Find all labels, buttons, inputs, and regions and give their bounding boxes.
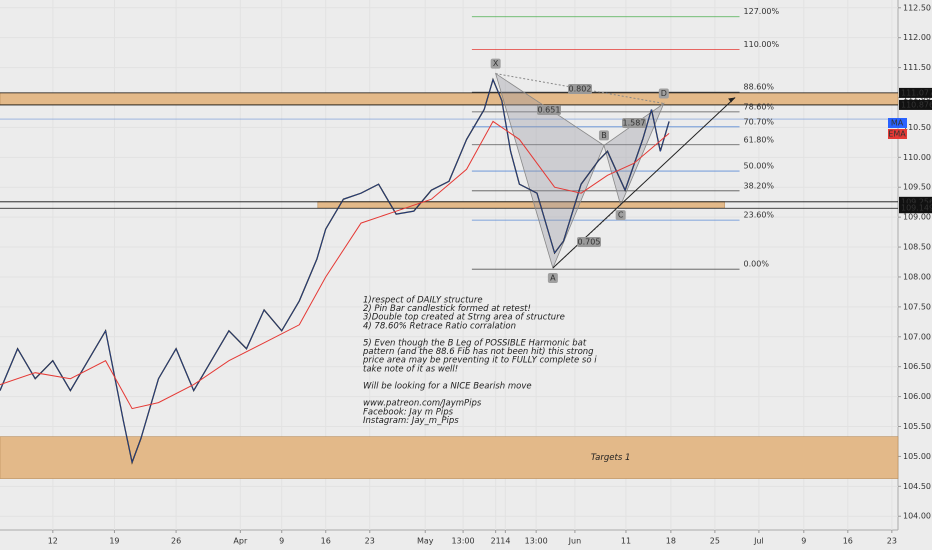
x-tick-label: 25	[710, 537, 720, 546]
x-tick-label: 9	[801, 537, 806, 546]
ratio-badge	[537, 105, 561, 115]
x-tick-label: 21	[491, 537, 501, 546]
y-tick-label: 106.00	[903, 392, 931, 401]
y-tick-label: 110.00	[903, 153, 931, 162]
point-badge	[547, 272, 558, 283]
note-line: Will be looking for a NICE Bearish move	[363, 382, 532, 392]
x-tick-label: Jul	[753, 537, 764, 546]
legend-label: MA	[891, 119, 904, 128]
price-badge-label: 109.256	[901, 197, 932, 206]
ratio-label: 1.587	[623, 119, 646, 128]
fib-label: 50.00%	[744, 162, 775, 171]
x-tick-label: Jun	[568, 537, 582, 546]
x-tick-label: Apr	[233, 537, 248, 546]
x-tick-label: May	[417, 537, 434, 546]
ema-line	[0, 120, 670, 410]
fib-label: 23.60%	[744, 211, 775, 220]
y-tick-label: 111.50	[903, 63, 931, 72]
legend-badge	[888, 129, 907, 139]
price-badge	[899, 196, 932, 207]
fib-label: 38.20%	[744, 181, 775, 190]
note-line: 2) Pin Bar candlestick formed at retest!	[363, 304, 531, 314]
fib-label: 78.60%	[744, 102, 775, 111]
x-tick-label: 16	[321, 537, 331, 546]
price-badge	[899, 99, 932, 110]
note-line: 4) 78.60% Retrace Ratio corralation	[363, 321, 516, 331]
zone	[0, 436, 899, 479]
price-badge	[899, 87, 932, 98]
price-badge-label: 109.149	[901, 204, 932, 213]
ratio-label: 0.802	[569, 85, 592, 94]
zone	[317, 201, 725, 209]
x-tick-label: 11	[621, 537, 631, 546]
y-tick-label: 105.00	[903, 452, 931, 461]
legend-badge	[888, 118, 907, 128]
ratio-badge	[568, 84, 592, 94]
x-tick-label: 26	[171, 537, 181, 546]
x-tick-label: 12	[48, 537, 58, 546]
ratio-label: 0.651	[538, 106, 561, 115]
note-line: www.patreon.com/JaymPips	[363, 399, 482, 409]
y-tick-label: 109.00	[903, 213, 931, 222]
ratio-badge	[577, 237, 601, 247]
price-badge-label: 110.876	[901, 100, 932, 109]
point-label: A	[550, 273, 556, 282]
point-badge	[615, 210, 626, 221]
trend-arrow	[728, 97, 736, 103]
x-tick-label: 16	[843, 537, 853, 546]
note-line: 1)respect of DAILY structure	[363, 296, 483, 306]
y-tick-label: 104.00	[903, 512, 931, 521]
x-tick-label: 13:00	[452, 537, 475, 546]
price-badge	[899, 203, 932, 214]
fib-label: 127.00%	[744, 7, 780, 16]
y-tick-label: 105.50	[903, 422, 931, 431]
y-tick-label: 109.50	[903, 183, 931, 192]
note-line: 3)Double top created at Strng area of st…	[363, 313, 565, 323]
x-tick-label: 14	[500, 537, 510, 546]
note-line: 5) Even though the B Leg of POSSIBLE Har…	[363, 339, 587, 349]
point-badge	[598, 130, 609, 141]
fib-label: 70.70%	[744, 117, 775, 126]
x-tick-label: 18	[666, 537, 676, 546]
point-label: B	[601, 131, 607, 140]
x-tick-label: 13:00	[525, 537, 548, 546]
point-label: C	[618, 211, 624, 220]
y-tick-label: 107.50	[903, 302, 931, 311]
y-tick-label: 107.00	[903, 332, 931, 341]
y-tick-label: 106.50	[903, 362, 931, 371]
fib-label: 61.80%	[744, 135, 775, 144]
point-label: D	[661, 89, 667, 98]
zone-label: Targets 1	[591, 453, 631, 463]
note-line: price area may be preventing it to FULLY…	[362, 356, 597, 366]
y-tick-label: 108.00	[903, 272, 931, 281]
legend-label: EMA	[888, 130, 906, 139]
x-tick-label: 23	[887, 537, 897, 546]
y-tick-label: 112.50	[903, 3, 931, 12]
ratio-label: 0.705	[578, 238, 601, 247]
note-line: pattern (and the 88.6 Fib has not been h…	[362, 347, 594, 357]
note-line: Facebook: Jay m Pips	[363, 407, 454, 417]
note-line: take note of it as well!	[363, 364, 458, 374]
x-tick-label: 9	[279, 537, 284, 546]
fib-label: 0.00%	[744, 260, 770, 269]
y-tick-label: 110.50	[903, 123, 931, 132]
point-label: X	[493, 59, 499, 68]
fib-label: 88.60%	[744, 83, 775, 92]
price-overlay	[0, 78, 670, 464]
fib-label: 110.00%	[744, 40, 780, 49]
point-badge	[490, 58, 501, 69]
ratio-badge	[622, 118, 646, 128]
y-tick-label: 112.00	[903, 33, 931, 42]
y-tick-label: 104.50	[903, 482, 931, 491]
x-tick-label: 23	[365, 537, 375, 546]
price-badge-label: 111.077	[901, 88, 932, 97]
y-tick-label: 108.50	[903, 243, 931, 252]
x-tick-label: 19	[109, 537, 119, 546]
note-line: Instagram: Jay_m_Pips	[363, 416, 459, 426]
point-badge	[658, 88, 669, 99]
